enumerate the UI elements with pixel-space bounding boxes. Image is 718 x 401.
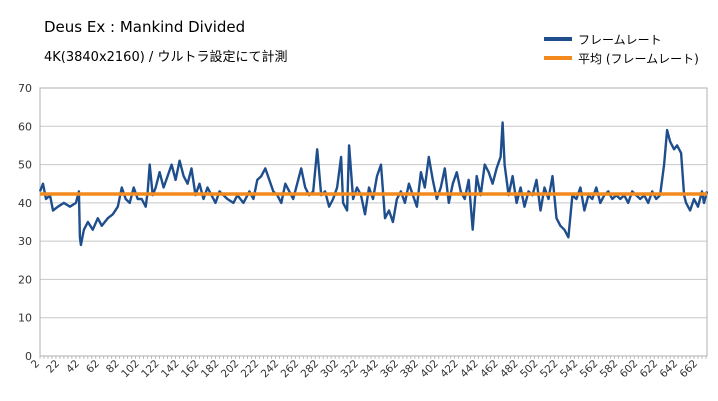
x-tick-label: 442: [458, 358, 481, 381]
y-tick-label: 0: [25, 350, 32, 363]
x-tick-label: 2: [29, 358, 42, 371]
chart-title: Deus Ex : Mankind Divided: [44, 18, 246, 36]
y-tick-label: 40: [18, 197, 32, 210]
x-tick-label: 222: [239, 358, 262, 381]
x-tick-label: 162: [179, 358, 202, 381]
x-tick-label: 382: [398, 358, 421, 381]
x-tick-label: 142: [159, 358, 182, 381]
x-tick-label: 242: [259, 358, 282, 381]
x-tick-label: 302: [319, 358, 342, 381]
x-tick-label: 422: [438, 358, 461, 381]
y-tick-label: 30: [18, 235, 32, 248]
x-tick-label: 562: [578, 358, 601, 381]
x-tick-label: 342: [358, 358, 381, 381]
legend-label-framerate: フレームレート: [578, 32, 662, 47]
y-tick-label: 10: [18, 312, 32, 325]
x-tick-label: 642: [658, 358, 681, 381]
legend-item-framerate: フレームレート: [544, 31, 662, 47]
x-tick-label: 402: [418, 358, 441, 381]
x-tick-label: 582: [598, 358, 621, 381]
x-tick-label: 182: [199, 358, 222, 381]
x-tick-label: 282: [299, 358, 322, 381]
x-tick-label: 362: [378, 358, 401, 381]
legend-label-average: 平均 (フレームレート): [578, 51, 699, 66]
x-tick-label: 662: [677, 358, 700, 381]
legend-swatch-average: [544, 56, 572, 60]
x-tick-label: 62: [84, 358, 102, 376]
x-tick-label: 602: [618, 358, 641, 381]
x-tick-label: 482: [498, 358, 521, 381]
x-tick-label: 322: [339, 358, 362, 381]
x-tick-label: 622: [638, 358, 661, 381]
legend-swatch-framerate: [544, 37, 572, 41]
x-tick-label: 122: [139, 358, 162, 381]
x-tick-label: 102: [119, 358, 142, 381]
y-tick-label: 50: [18, 159, 32, 172]
legend-item-average: 平均 (フレームレート): [544, 50, 699, 66]
x-tick-label: 542: [558, 358, 581, 381]
x-tick-label: 202: [219, 358, 242, 381]
x-tick-label: 22: [44, 358, 62, 376]
series-line-framerate: [38, 121, 709, 247]
x-tick-label: 502: [518, 358, 541, 381]
chart-subtitle: 4K(3840x2160) / ウルトラ設定にて計測: [44, 50, 288, 65]
y-tick-label: 20: [18, 273, 32, 286]
plot-border: [39, 87, 708, 357]
x-tick-label: 522: [538, 358, 561, 381]
x-tick-label: 262: [279, 358, 302, 381]
y-tick-label: 60: [18, 120, 32, 133]
y-tick-label: 70: [18, 82, 32, 95]
x-tick-label: 462: [478, 358, 501, 381]
x-tick-label: 42: [64, 358, 82, 376]
